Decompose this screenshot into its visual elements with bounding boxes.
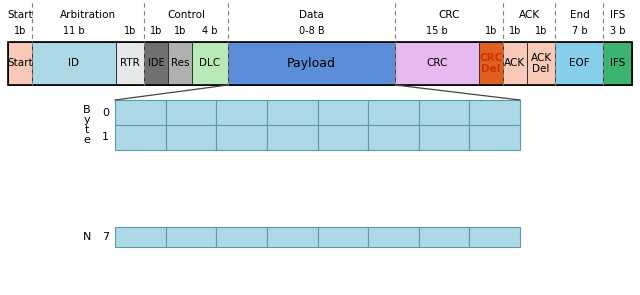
Text: y: y — [84, 115, 90, 125]
Text: 1: 1 — [102, 132, 109, 142]
Text: CRC: CRC — [438, 10, 460, 20]
Text: Start: Start — [7, 10, 33, 20]
Text: 3 b: 3 b — [610, 26, 625, 36]
Text: IFS: IFS — [610, 58, 625, 68]
Bar — [192, 42, 228, 85]
Bar — [317, 125, 368, 150]
Text: CRC: CRC — [426, 58, 448, 68]
Bar — [469, 227, 520, 247]
Text: 1b: 1b — [174, 26, 186, 36]
Text: 15 b: 15 b — [426, 26, 448, 36]
Text: RTR: RTR — [120, 58, 140, 68]
Bar — [115, 125, 166, 150]
Bar — [556, 42, 604, 85]
Text: 1b: 1b — [124, 26, 136, 36]
Text: EOF: EOF — [569, 58, 589, 68]
Bar — [368, 125, 419, 150]
Text: Control: Control — [167, 10, 205, 20]
Bar — [166, 100, 216, 125]
Text: e: e — [84, 135, 90, 145]
Text: 4 b: 4 b — [202, 26, 218, 36]
Bar — [368, 100, 419, 125]
Bar — [267, 125, 317, 150]
Bar — [216, 227, 267, 247]
Bar — [317, 227, 368, 247]
Bar — [216, 125, 267, 150]
Bar — [469, 100, 520, 125]
Text: Data: Data — [299, 10, 324, 20]
Bar — [419, 125, 469, 150]
Text: ACK
Del: ACK Del — [531, 53, 552, 74]
Bar — [166, 125, 216, 150]
Text: 1b: 1b — [150, 26, 163, 36]
Text: 1b: 1b — [535, 26, 547, 36]
Text: End: End — [570, 10, 589, 20]
Text: t: t — [85, 125, 89, 135]
Bar — [396, 42, 479, 85]
Bar — [527, 42, 556, 85]
Text: Payload: Payload — [287, 57, 336, 70]
Text: Res: Res — [171, 58, 189, 68]
Bar — [368, 227, 419, 247]
Text: ACK: ACK — [504, 58, 525, 68]
Bar — [317, 100, 368, 125]
Text: Start: Start — [7, 58, 33, 68]
Text: 1b: 1b — [484, 26, 497, 36]
Bar — [168, 42, 192, 85]
Text: Arbitration: Arbitration — [60, 10, 116, 20]
Bar — [115, 227, 166, 247]
Text: 7 b: 7 b — [572, 26, 588, 36]
Text: IDE: IDE — [148, 58, 164, 68]
Bar — [144, 42, 168, 85]
Text: 1b: 1b — [509, 26, 521, 36]
Text: IFS: IFS — [610, 10, 625, 20]
Bar — [166, 227, 216, 247]
Bar — [216, 100, 267, 125]
Bar — [469, 125, 520, 150]
Text: ID: ID — [68, 58, 79, 68]
Text: 0: 0 — [102, 107, 109, 117]
Bar — [267, 227, 317, 247]
Text: 7: 7 — [102, 232, 109, 242]
Bar — [228, 42, 396, 85]
Bar — [479, 42, 503, 85]
Text: 0-8 B: 0-8 B — [299, 26, 324, 36]
Bar — [419, 100, 469, 125]
Bar — [8, 42, 632, 85]
Text: B: B — [83, 105, 91, 115]
Text: DLC: DLC — [200, 58, 221, 68]
Text: 11 b: 11 b — [63, 26, 84, 36]
Bar — [267, 100, 317, 125]
Bar — [8, 42, 32, 85]
Text: N: N — [83, 232, 91, 242]
Bar — [419, 227, 469, 247]
Bar — [32, 42, 116, 85]
Text: 1b: 1b — [14, 26, 26, 36]
Bar — [115, 100, 166, 125]
Text: ACK: ACK — [518, 10, 540, 20]
Bar — [116, 42, 144, 85]
Bar — [503, 42, 527, 85]
Text: CRC
Del: CRC Del — [479, 53, 502, 74]
Bar — [604, 42, 632, 85]
